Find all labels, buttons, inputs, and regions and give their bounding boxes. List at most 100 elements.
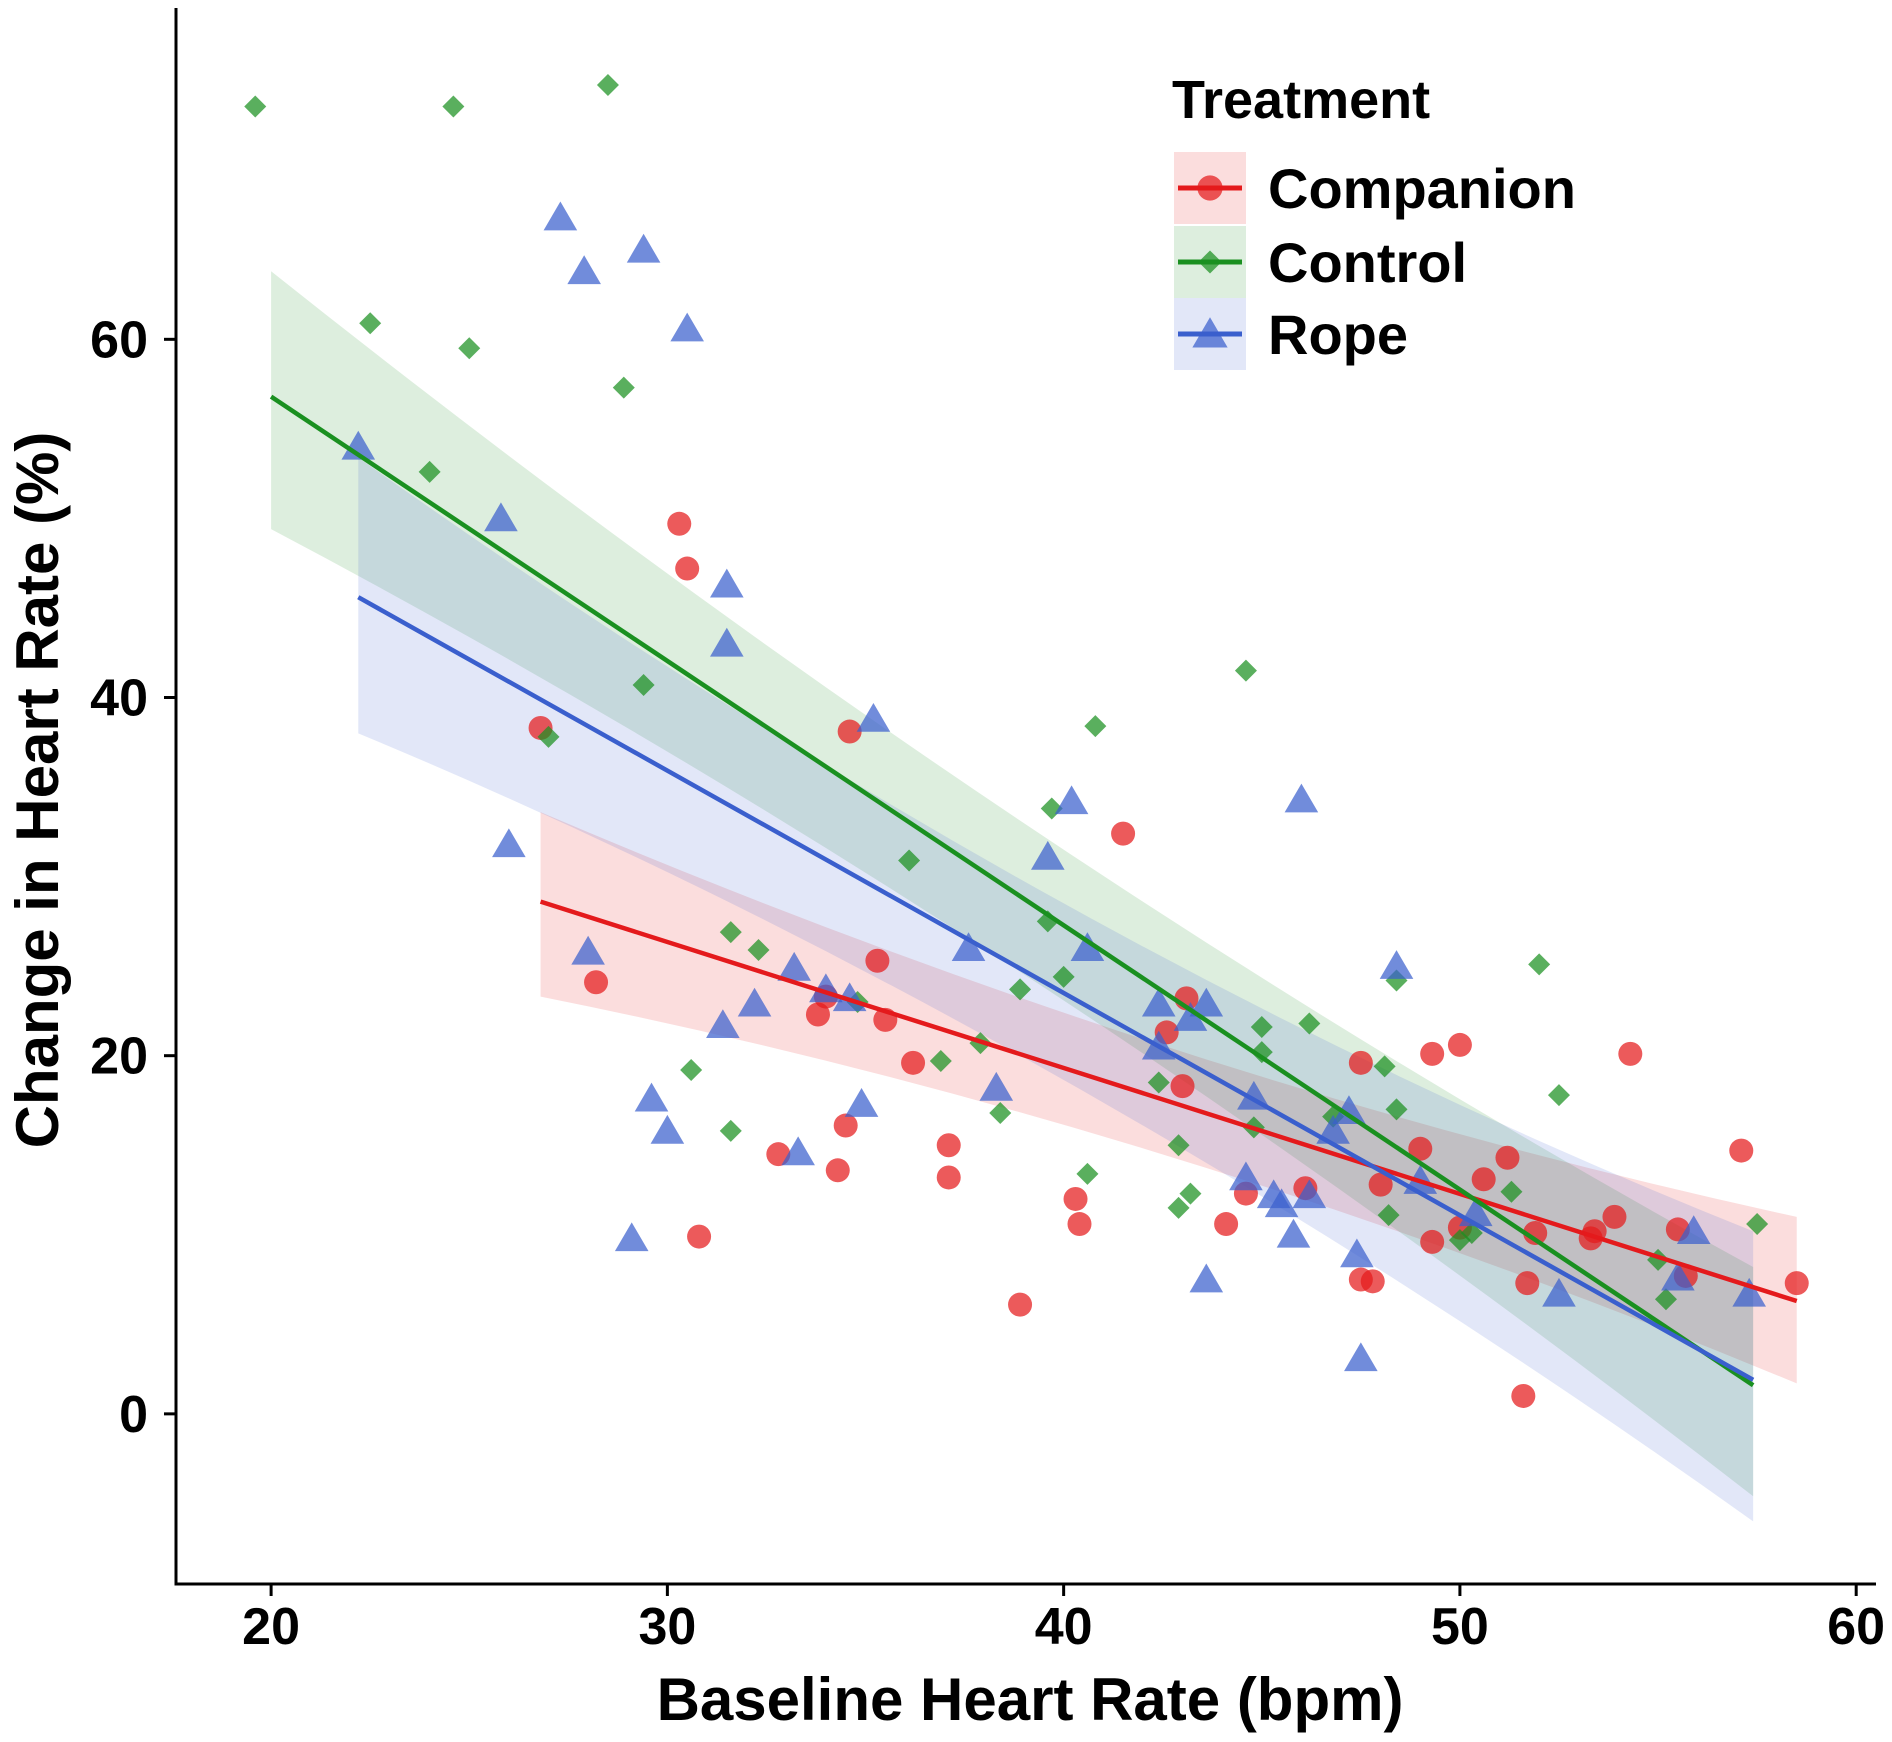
companion-point: [865, 948, 890, 973]
rope-point: [543, 201, 578, 231]
rope-point: [1141, 987, 1176, 1017]
companion-point: [1420, 1229, 1445, 1254]
y-axis-ticks: 0 20 40 60: [90, 311, 176, 1444]
control-point: [1250, 1016, 1273, 1039]
companion-point: [667, 511, 692, 536]
control-point: [929, 1050, 952, 1073]
companion-point: [1602, 1204, 1627, 1229]
companion-point: [1170, 1074, 1195, 1099]
companion-point: [687, 1224, 712, 1249]
companion-point: [936, 1133, 961, 1158]
rope-point: [1340, 1238, 1374, 1268]
companion-point: [1420, 1041, 1445, 1066]
control-point: [632, 673, 655, 696]
rope-point: [634, 1082, 669, 1112]
companion-point: [584, 970, 609, 995]
companion-point: [1348, 1050, 1373, 1075]
rope-point: [1284, 783, 1319, 813]
x-axis-title: Baseline Heart Rate (bpm): [657, 1666, 1404, 1733]
rope-point: [650, 1114, 685, 1144]
companion-point: [1368, 1172, 1393, 1197]
fit-lines: [269, 394, 1798, 1388]
rope-point: [781, 1136, 815, 1166]
legend: Treatment Companion Control Rope: [1172, 70, 1576, 370]
control-point: [1385, 1098, 1408, 1121]
companion-point: [833, 1113, 858, 1138]
control-point: [418, 460, 441, 483]
rope-point: [1189, 987, 1224, 1017]
control-point: [1654, 1288, 1677, 1311]
rope-point: [1070, 932, 1105, 962]
rope-point: [626, 233, 661, 263]
companion-point: [825, 1158, 850, 1183]
companion-point: [1523, 1220, 1548, 1245]
rope-point: [1316, 1114, 1350, 1144]
control-point: [747, 939, 770, 962]
rope-point: [710, 568, 744, 598]
companion-point: [675, 556, 700, 581]
y-tick-label: 40: [90, 670, 148, 728]
control-point: [1009, 978, 1032, 1001]
control-point: [898, 849, 921, 872]
control-point: [1167, 1134, 1190, 1157]
x-axis-ticks: 20 30 40 50 60: [242, 1584, 1885, 1656]
control-point: [1147, 1071, 1170, 1094]
rope-point: [1344, 1342, 1378, 1372]
control-point: [680, 1059, 703, 1082]
control-point: [1167, 1196, 1190, 1219]
rope-point: [567, 255, 601, 285]
companion-point: [805, 1002, 830, 1027]
companion-point: [901, 1050, 926, 1075]
rope-point: [856, 702, 891, 732]
companion-point: [1063, 1186, 1088, 1211]
rope-point: [492, 828, 526, 858]
rope-point: [844, 1088, 879, 1117]
control-point: [1528, 953, 1551, 976]
rope-point: [670, 312, 704, 342]
companion-point: [1471, 1167, 1496, 1192]
control-point: [1234, 659, 1257, 682]
rope-point: [1379, 950, 1414, 979]
legend-control-label: Control: [1268, 231, 1467, 294]
legend-companion-label: Companion: [1268, 157, 1576, 220]
control-point: [244, 95, 267, 118]
control-point: [442, 95, 465, 118]
control-point: [719, 1119, 742, 1142]
control-point: [359, 312, 382, 335]
companion-confidence-band: [540, 812, 1797, 1384]
control-point: [1179, 1182, 1202, 1205]
control-point: [596, 74, 619, 97]
legend-control-marker: [1198, 250, 1222, 274]
companion-point: [1511, 1383, 1536, 1408]
companion-point: [1784, 1271, 1809, 1296]
rope-point: [1229, 1161, 1263, 1191]
control-point: [612, 376, 635, 399]
rope-point: [706, 1009, 740, 1039]
companion-point: [1008, 1292, 1033, 1317]
rope-point: [1732, 1277, 1766, 1307]
companion-point: [936, 1165, 961, 1190]
legend-rope-marker: [1192, 317, 1228, 348]
control-point: [1377, 1204, 1400, 1227]
rope-point: [1030, 840, 1065, 870]
control-point: [719, 921, 742, 944]
rope-point: [571, 935, 605, 965]
x-tick-label: 50: [1431, 1598, 1489, 1656]
companion-point: [837, 719, 862, 744]
rope-point: [710, 627, 744, 657]
legend-title: Treatment: [1172, 70, 1430, 130]
companion-point: [1360, 1269, 1385, 1294]
rope-point: [1332, 1095, 1366, 1124]
companion-point: [1515, 1271, 1540, 1296]
legend-companion-marker: [1197, 175, 1223, 201]
rope-point: [1676, 1215, 1711, 1244]
x-tick-label: 40: [1035, 1598, 1093, 1656]
x-tick-label: 20: [242, 1598, 300, 1656]
rope-fit-line: [357, 595, 1755, 1382]
companion-point: [1067, 1212, 1092, 1237]
control-point: [989, 1101, 1012, 1124]
rope-point: [777, 951, 811, 981]
rope-point: [979, 1071, 1014, 1101]
control-point: [1373, 1055, 1396, 1078]
